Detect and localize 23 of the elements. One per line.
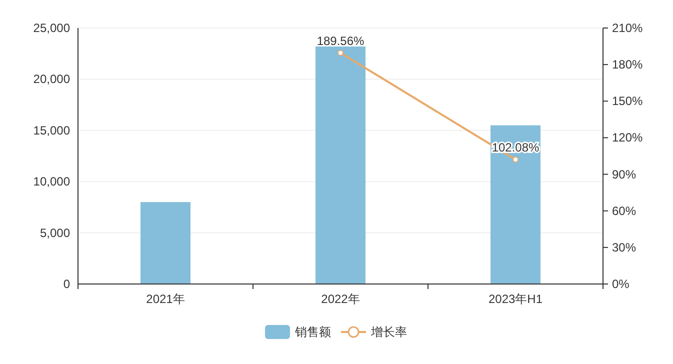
bar	[316, 46, 366, 284]
y-tick-label: 25,000	[33, 21, 70, 35]
y2-tick-label: 0%	[612, 277, 630, 291]
y-tick-label: 0	[63, 277, 70, 291]
y-tick-label: 5,000	[40, 226, 70, 240]
y2-tick-label: 120%	[612, 130, 644, 145]
legend-label: 增长率	[370, 325, 407, 339]
bar	[490, 125, 540, 284]
x-tick-label: 2022年	[321, 292, 360, 306]
bar	[140, 202, 190, 284]
x-tick-label: 2021年	[146, 292, 185, 306]
y-tick-label: 15,000	[33, 123, 70, 138]
y2-tick-label: 150%	[612, 94, 644, 108]
legend-label: 销售额	[294, 325, 331, 339]
y-tick-label: 10,000	[33, 174, 70, 189]
y-tick-label: 20,000	[33, 72, 70, 86]
y2-tick-label: 60%	[612, 204, 636, 218]
y2-tick-label: 30%	[612, 240, 636, 254]
x-tick-label: 2023年H1	[488, 292, 543, 306]
data-label: 189.56%	[316, 34, 365, 48]
y2-tick-label: 210%	[612, 21, 644, 35]
y2-tick-label: 90%	[612, 167, 636, 182]
y2-tick-label: 180%	[612, 58, 644, 72]
